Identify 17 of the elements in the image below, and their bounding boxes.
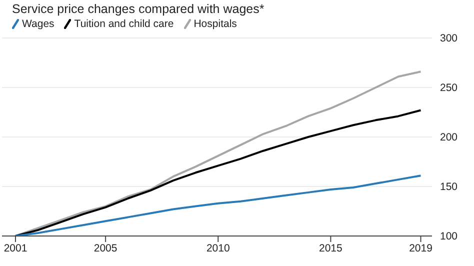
legend-label: Tuition and child care: [74, 18, 174, 30]
x-tick-label: 2005: [94, 242, 118, 254]
y-tick-label: 200: [440, 132, 458, 144]
y-tick-label: 300: [440, 32, 458, 45]
line-series: [14, 174, 422, 236]
legend-label: Hospitals: [194, 18, 237, 30]
line-series: [14, 70, 422, 236]
y-tick-label: 150: [440, 181, 458, 194]
x-tick-label: 2019: [409, 242, 433, 254]
legend-label: Wages: [22, 18, 54, 30]
y-tick-label: 100: [440, 230, 458, 243]
x-tick-label: 2015: [319, 242, 343, 254]
line-series: [14, 109, 422, 236]
y-tick-label: 250: [440, 82, 458, 94]
chart-title: Service price changes compared with wages*: [11, 1, 266, 16]
x-tick-label: 2010: [206, 242, 230, 254]
x-tick-label: 2001: [4, 242, 28, 254]
